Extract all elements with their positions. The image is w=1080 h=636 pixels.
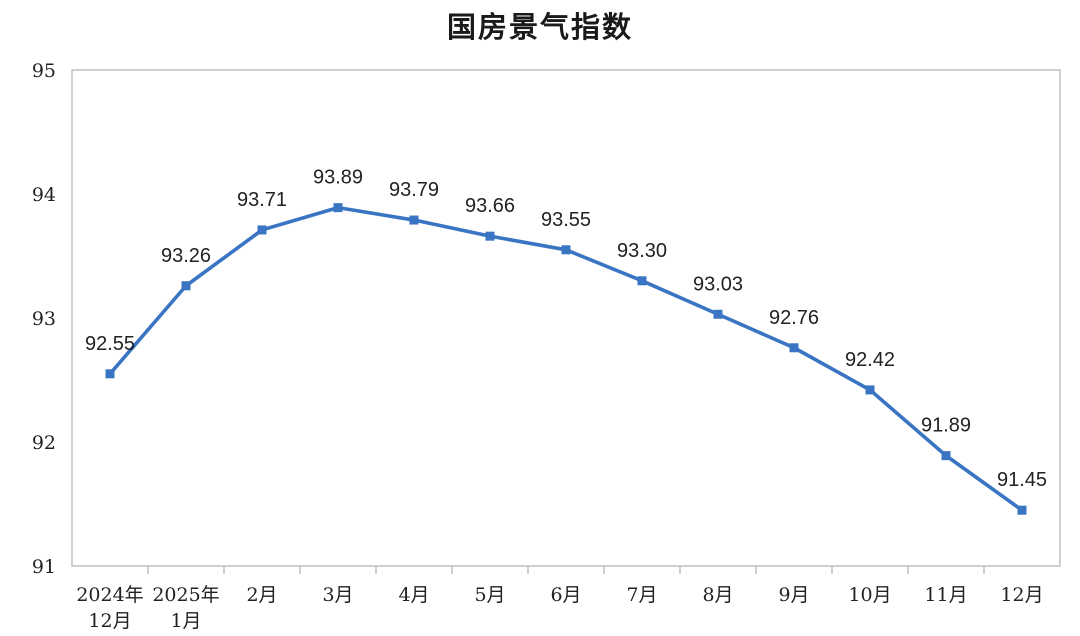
x-tick-label: 2024年 12月 xyxy=(76,584,143,632)
x-tick-label: 2月 xyxy=(246,584,277,606)
x-tick-label: 9月 xyxy=(778,584,809,606)
y-tick-label: 91 xyxy=(32,556,56,578)
x-tick-label: 12月 xyxy=(1000,584,1043,606)
x-tick-label: 11月 xyxy=(924,584,967,606)
data-point-marker xyxy=(637,276,647,286)
data-point-marker xyxy=(485,231,495,241)
data-point-marker xyxy=(1017,505,1027,515)
data-label: 91.45 xyxy=(997,469,1047,491)
data-point-marker xyxy=(561,245,571,255)
chart-title: 国房景气指数 xyxy=(446,10,633,44)
data-label: 93.03 xyxy=(693,273,743,295)
data-point-marker xyxy=(333,203,343,213)
x-tick-label: 6月 xyxy=(550,584,581,606)
data-label: 93.71 xyxy=(237,189,287,211)
data-label: 92.76 xyxy=(769,307,819,329)
y-tick-label: 92 xyxy=(32,432,56,454)
data-label: 92.42 xyxy=(845,349,895,371)
plot-frame xyxy=(71,69,1061,567)
data-label: 93.30 xyxy=(617,240,667,262)
x-tick-label: 3月 xyxy=(322,584,353,606)
x-tick-label: 10月 xyxy=(848,584,891,606)
x-tick-label: 2025年 1月 xyxy=(152,584,219,632)
y-tick-label: 93 xyxy=(32,308,56,330)
data-point-marker xyxy=(409,215,419,225)
data-point-marker xyxy=(865,385,875,395)
data-point-marker xyxy=(789,343,799,353)
data-point-marker xyxy=(941,451,951,461)
data-label: 93.66 xyxy=(465,195,515,217)
y-tick-label: 94 xyxy=(32,184,56,206)
data-point-marker xyxy=(181,281,191,291)
data-point-marker xyxy=(105,369,115,379)
data-label: 93.79 xyxy=(389,179,439,201)
data-label: 92.55 xyxy=(85,333,135,355)
x-tick-label: 4月 xyxy=(398,584,429,606)
y-tick-label: 95 xyxy=(32,60,56,82)
data-point-marker xyxy=(713,309,723,319)
data-label: 93.26 xyxy=(161,245,211,267)
data-point-marker xyxy=(257,225,267,235)
x-tick-label: 5月 xyxy=(474,584,505,606)
x-tick-label: 8月 xyxy=(702,584,733,606)
data-label: 93.55 xyxy=(541,209,591,231)
x-tick-label: 7月 xyxy=(626,584,657,606)
data-label: 93.89 xyxy=(313,167,363,189)
data-label: 91.89 xyxy=(921,415,971,437)
